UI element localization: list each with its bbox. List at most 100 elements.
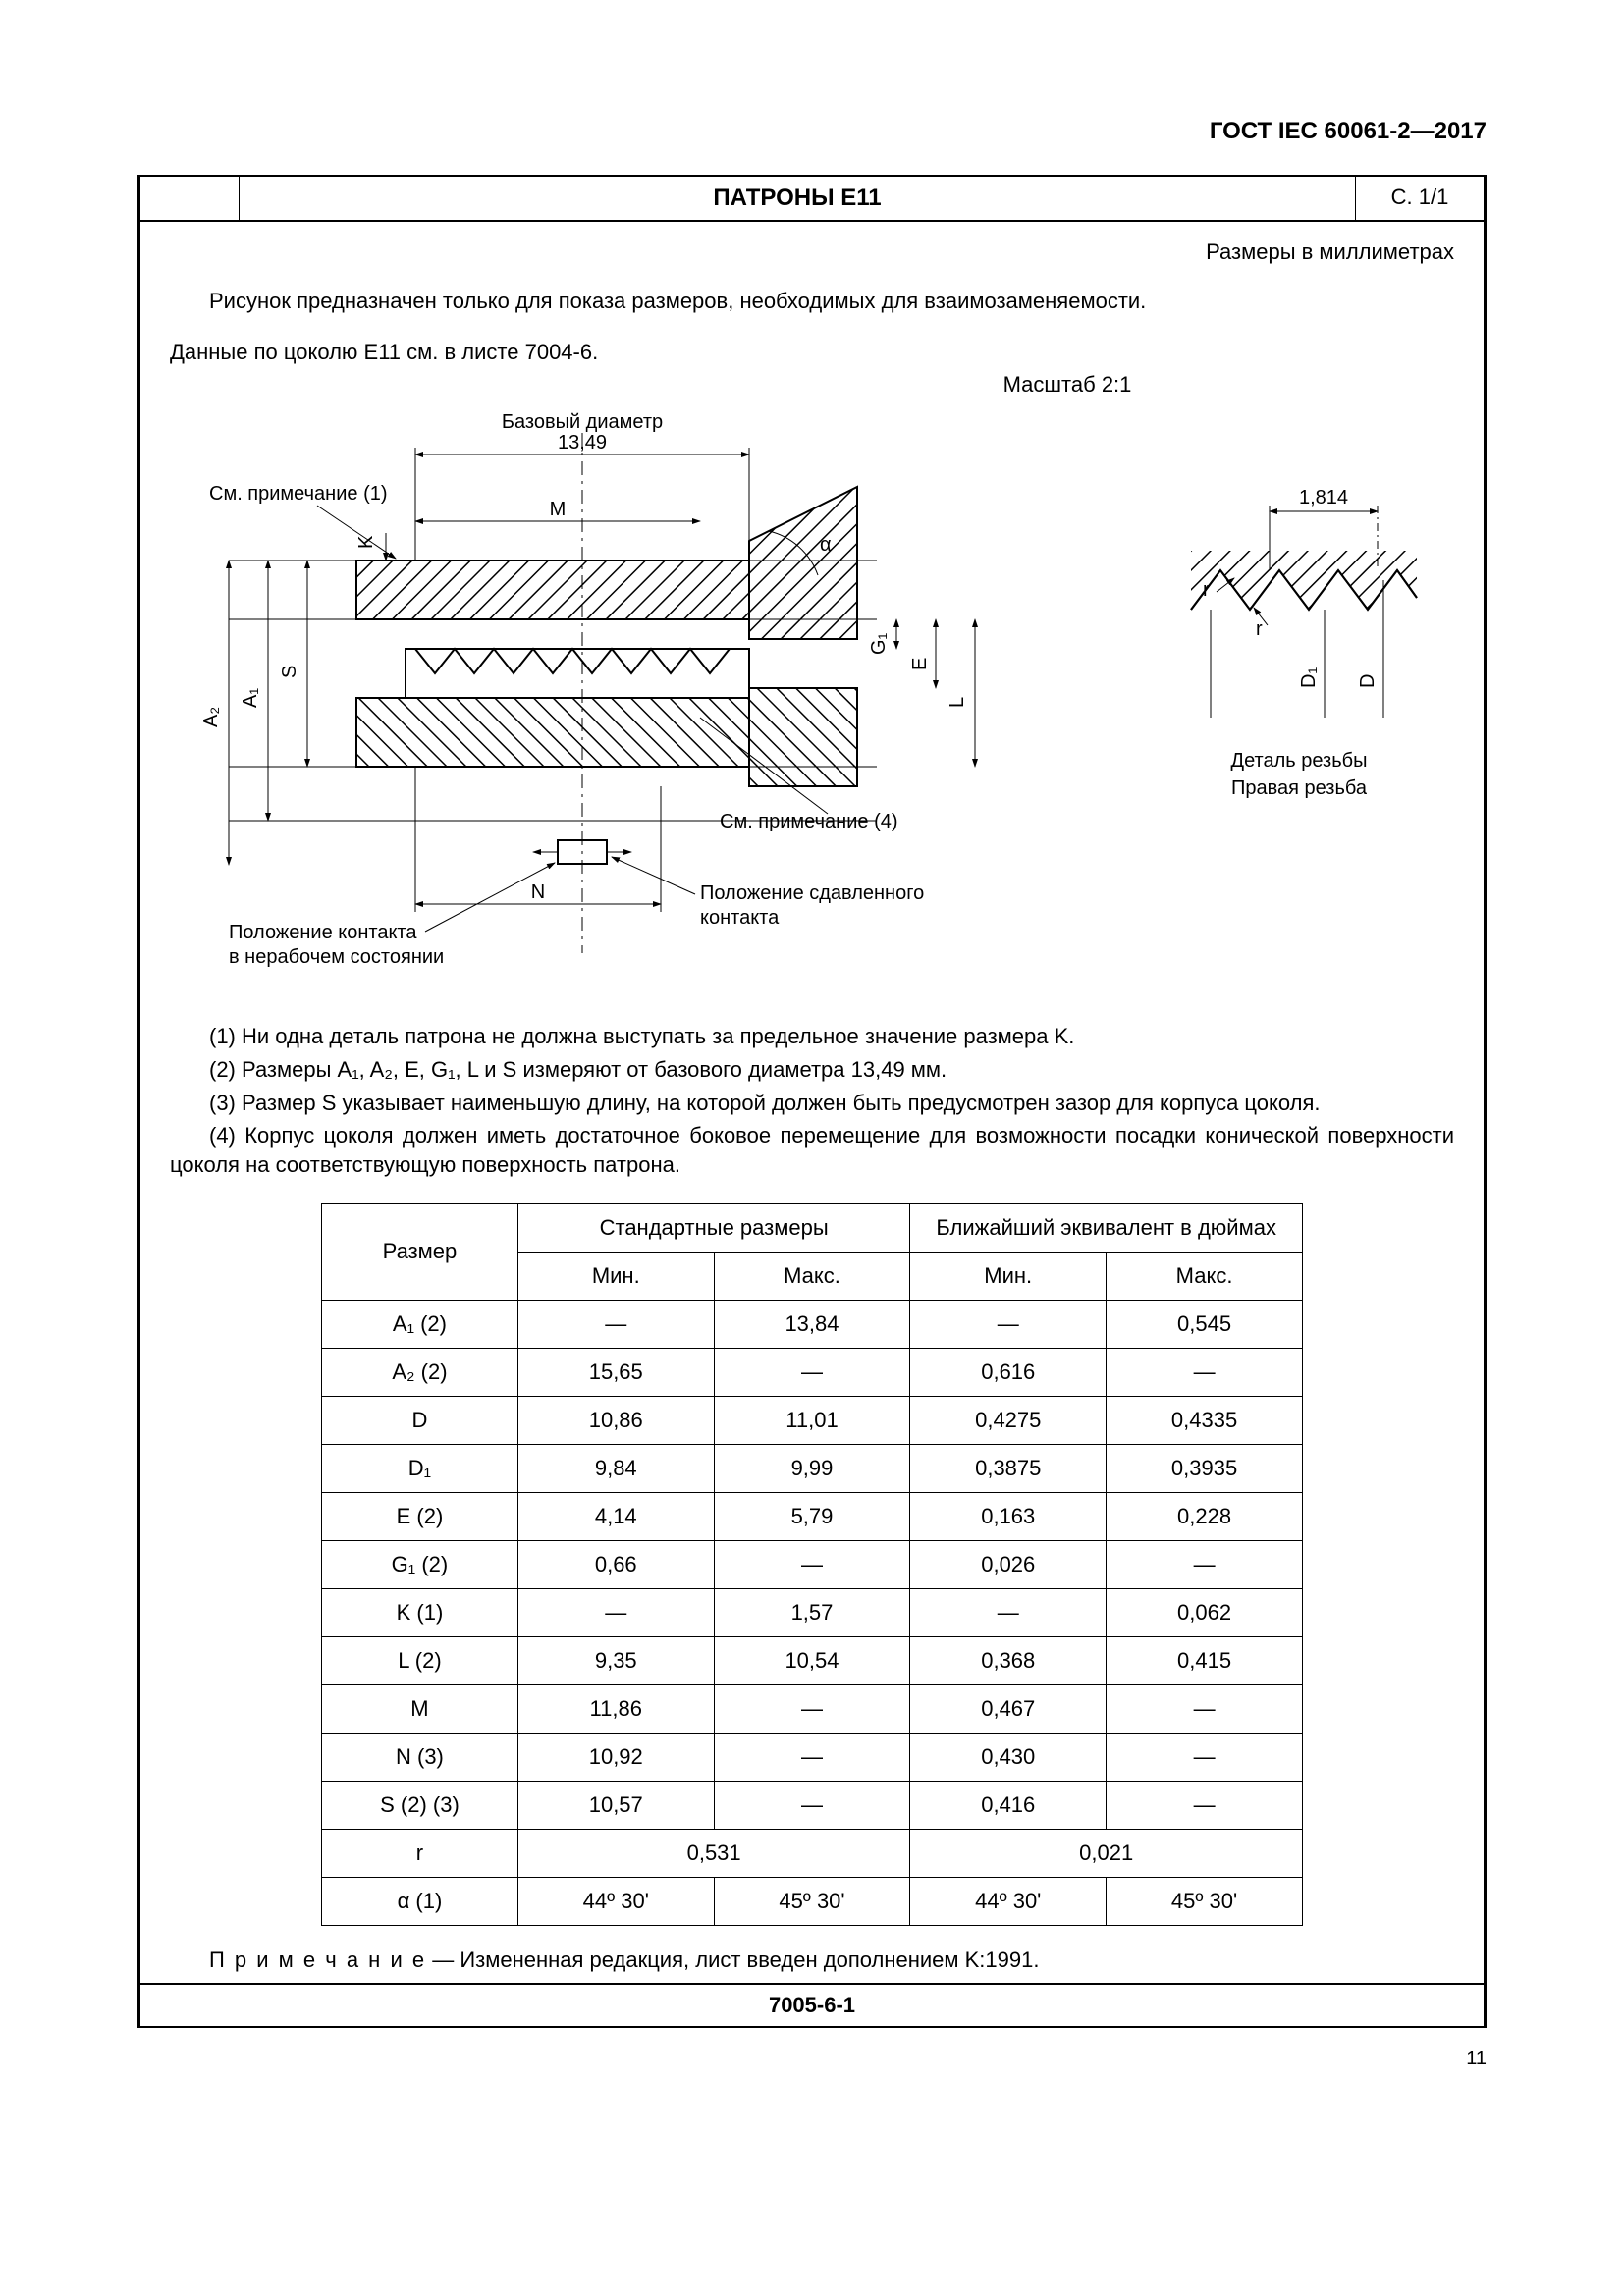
label-thread-pitch: 1,814 xyxy=(1299,487,1348,508)
table-row: S (2) (3) 10,57 — 0,416 — xyxy=(322,1781,1303,1829)
label-L: L xyxy=(947,697,968,708)
cell: 0,368 xyxy=(910,1636,1107,1684)
cell-dim: r xyxy=(322,1829,518,1877)
cell-dim: K (1) xyxy=(322,1588,518,1636)
table-row: D₁ 9,84 9,99 0,3875 0,3935 xyxy=(322,1444,1303,1492)
cell-dim: L (2) xyxy=(322,1636,518,1684)
label-contact-idle-2: в нерабочем состоянии xyxy=(229,946,444,968)
cell-dim: E (2) xyxy=(322,1492,518,1540)
cell: 10,54 xyxy=(714,1636,910,1684)
note-4: (4) Корпус цоколя должен иметь достаточн… xyxy=(170,1121,1454,1179)
cell-dim: S (2) (3) xyxy=(322,1781,518,1829)
cell: 11,86 xyxy=(517,1684,714,1733)
table-row: K (1) — 1,57 — 0,062 xyxy=(322,1588,1303,1636)
label-base-diameter-title: Базовый диаметр xyxy=(502,411,663,433)
cell: — xyxy=(1107,1781,1303,1829)
cell: — xyxy=(714,1733,910,1781)
note-2: (2) Размеры A₁, A₂, E, G₁, L и S измеряю… xyxy=(170,1055,1454,1085)
footnote-text: — Измененная редакция, лист введен допол… xyxy=(426,1948,1039,1972)
label-K: K xyxy=(355,535,377,549)
dimensions-table-wrap: Размер Стандартные размеры Ближайший экв… xyxy=(170,1203,1454,1926)
table-row: M 11,86 — 0,467 — xyxy=(322,1684,1303,1733)
th-min-mm: Мин. xyxy=(517,1252,714,1300)
page: ГОСТ IEC 60061-2—2017 ПАТРОНЫ E11 С. 1/1… xyxy=(0,0,1624,2296)
cell: 0,66 xyxy=(517,1540,714,1588)
table-body: A₁ (2) — 13,84 — 0,545 A₂ (2) 15,65 — 0,… xyxy=(322,1300,1303,1925)
dimensions-table: Размер Стандартные размеры Ближайший экв… xyxy=(321,1203,1303,1926)
cell: — xyxy=(714,1684,910,1733)
th-dim: Размер xyxy=(322,1203,518,1300)
cell: 0,430 xyxy=(910,1733,1107,1781)
cell: — xyxy=(1107,1540,1303,1588)
cell: 9,84 xyxy=(517,1444,714,1492)
label-contact-pressed-1: Положение сдавленного xyxy=(700,882,924,904)
cell: 0,416 xyxy=(910,1781,1107,1829)
sheet-page-indicator: С. 1/1 xyxy=(1355,177,1484,220)
cell: 9,99 xyxy=(714,1444,910,1492)
cell-dim: α (1) xyxy=(322,1877,518,1925)
cell: 10,57 xyxy=(517,1781,714,1829)
cell-dim: G₁ (2) xyxy=(322,1540,518,1588)
sheet-frame: ПАТРОНЫ E11 С. 1/1 Размеры в миллиметрах… xyxy=(137,175,1487,2028)
page-number: 11 xyxy=(137,2048,1487,2070)
cell: 44º 30' xyxy=(517,1877,714,1925)
th-min-in: Мин. xyxy=(910,1252,1107,1300)
cell: — xyxy=(714,1348,910,1396)
label-alpha: α xyxy=(820,534,832,556)
cell: 10,86 xyxy=(517,1396,714,1444)
table-header-row-1: Размер Стандартные размеры Ближайший экв… xyxy=(322,1203,1303,1252)
cell-dim: A₁ (2) xyxy=(322,1300,518,1348)
cell: 0,026 xyxy=(910,1540,1107,1588)
label-A1: A₁ xyxy=(240,688,261,708)
cell: — xyxy=(910,1300,1107,1348)
cell: 45º 30' xyxy=(714,1877,910,1925)
table-row: A₂ (2) 15,65 — 0,616 — xyxy=(322,1348,1303,1396)
technical-diagram: Базовый диаметр 13,49 M K См. примечание… xyxy=(170,394,1454,1002)
cell: 0,415 xyxy=(1107,1636,1303,1684)
label-contact-pressed-2: контакта xyxy=(700,907,780,929)
footnote: П р и м е ч а н и е — Измененная редакци… xyxy=(170,1948,1454,1973)
cell: 1,57 xyxy=(714,1588,910,1636)
cell-dim: A₂ (2) xyxy=(322,1348,518,1396)
footnote-label: П р и м е ч а н и е xyxy=(209,1948,426,1972)
table-row: D 10,86 11,01 0,4275 0,4335 xyxy=(322,1396,1303,1444)
cell: 0,467 xyxy=(910,1684,1107,1733)
label-E: E xyxy=(909,658,931,670)
cell: 0,616 xyxy=(910,1348,1107,1396)
intro-line-2: Данные по цоколю E11 см. в листе 7004-6. xyxy=(170,338,1454,367)
th-max-in: Макс. xyxy=(1107,1252,1303,1300)
table-row: r 0,531 0,021 xyxy=(322,1829,1303,1877)
table-row: E (2) 4,14 5,79 0,163 0,228 xyxy=(322,1492,1303,1540)
label-note4: См. примечание (4) xyxy=(720,811,898,832)
notes-block: (1) Ни одна деталь патрона не должна выс… xyxy=(170,1022,1454,1179)
cell-dim: D₁ xyxy=(322,1444,518,1492)
cell: 44º 30' xyxy=(910,1877,1107,1925)
table-row: L (2) 9,35 10,54 0,368 0,415 xyxy=(322,1636,1303,1684)
cell: 10,92 xyxy=(517,1733,714,1781)
table-row: G₁ (2) 0,66 — 0,026 — xyxy=(322,1540,1303,1588)
cell: 0,4335 xyxy=(1107,1396,1303,1444)
label-A2: A₂ xyxy=(200,707,222,727)
th-std: Стандартные размеры xyxy=(517,1203,909,1252)
label-thread-right: Правая резьба xyxy=(1231,777,1368,799)
cell: 0,163 xyxy=(910,1492,1107,1540)
th-max-mm: Макс. xyxy=(714,1252,910,1300)
label-thread-detail: Деталь резьбы xyxy=(1231,750,1368,772)
cell: 4,14 xyxy=(517,1492,714,1540)
note-3: (3) Размер S указывает наименьшую длину,… xyxy=(170,1089,1454,1118)
sheet-title: ПАТРОНЫ E11 xyxy=(240,177,1355,220)
cell: 0,3935 xyxy=(1107,1444,1303,1492)
cell: — xyxy=(1107,1733,1303,1781)
title-bar-spacer xyxy=(140,177,240,220)
cell-dim: M xyxy=(322,1684,518,1733)
label-G1: G₁ xyxy=(868,633,890,656)
table-row: A₁ (2) — 13,84 — 0,545 xyxy=(322,1300,1303,1348)
cell: — xyxy=(517,1588,714,1636)
label-D1: D₁ xyxy=(1298,667,1320,688)
table-row: N (3) 10,92 — 0,430 — xyxy=(322,1733,1303,1781)
cell: — xyxy=(1107,1684,1303,1733)
label-S: S xyxy=(279,666,300,678)
cell: 0,3875 xyxy=(910,1444,1107,1492)
cell: 11,01 xyxy=(714,1396,910,1444)
cell: 13,84 xyxy=(714,1300,910,1348)
